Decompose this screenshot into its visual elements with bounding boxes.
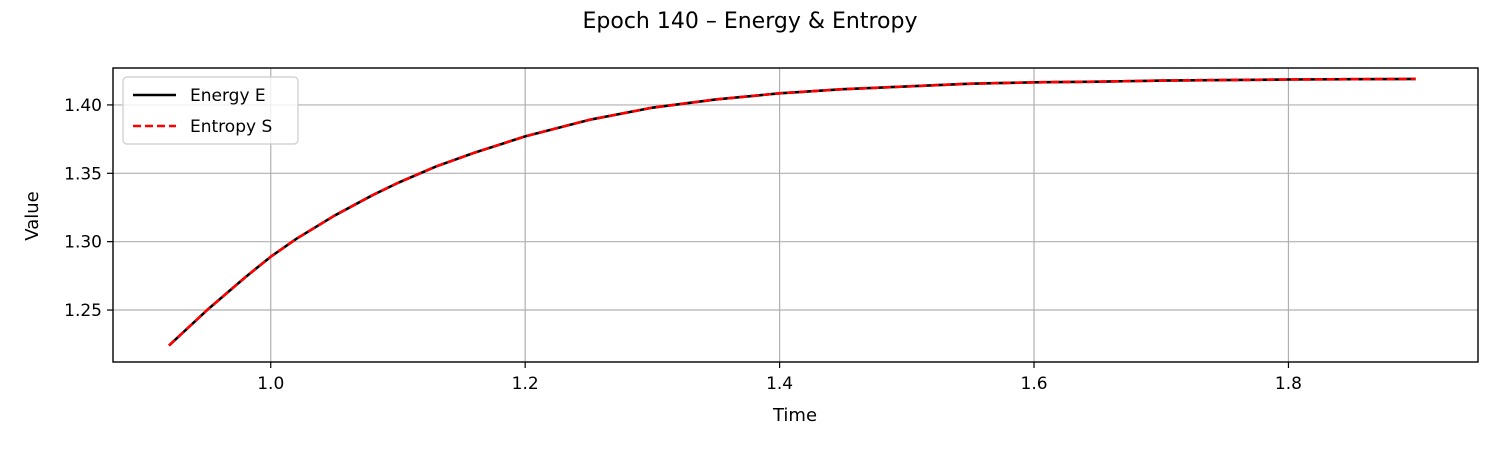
y-tick-label: 1.25 bbox=[64, 301, 102, 321]
y-axis-label: Value bbox=[22, 191, 43, 240]
y-tick-label: 1.30 bbox=[64, 233, 102, 253]
x-tick-label: 1.0 bbox=[257, 374, 284, 394]
x-tick-label: 1.2 bbox=[512, 374, 539, 394]
x-tick-label: 1.4 bbox=[766, 374, 793, 394]
series-line-entropy-s bbox=[168, 77, 1416, 347]
series-layer bbox=[168, 77, 1416, 347]
x-axis-label: Time bbox=[772, 405, 817, 426]
legend-label-energy: Energy E bbox=[190, 86, 266, 106]
x-tick-label: 1.8 bbox=[1275, 374, 1302, 394]
y-tick-label: 1.35 bbox=[64, 164, 102, 184]
grid-layer bbox=[113, 68, 1478, 362]
chart-title: Epoch 140 – Energy & Entropy bbox=[583, 9, 918, 34]
series-line-energy-e bbox=[168, 77, 1416, 347]
x-tick-label: 1.6 bbox=[1021, 374, 1048, 394]
legend: Energy E Entropy S bbox=[122, 76, 299, 145]
legend-label-entropy: Entropy S bbox=[190, 117, 272, 137]
plot-frame bbox=[112, 67, 1479, 363]
tick-layer: 1.0 1.2 1.4 1.6 1.8 1.25 1.30 1.35 1.40 bbox=[64, 96, 1302, 394]
y-tick-label: 1.40 bbox=[64, 96, 102, 116]
